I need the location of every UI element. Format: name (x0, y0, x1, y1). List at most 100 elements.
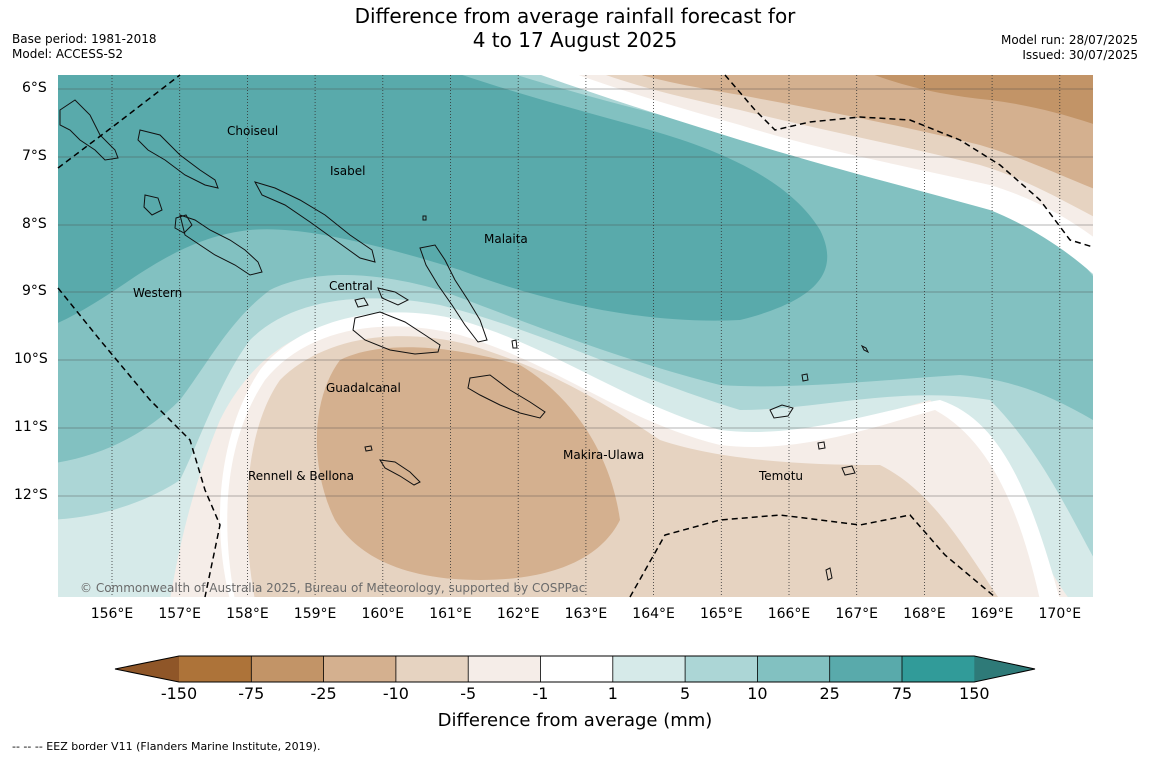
colorbar-swatch (468, 656, 541, 682)
label-choiseul: Choiseul (227, 124, 278, 138)
lon-label: 167°E (835, 606, 878, 622)
label-malaita: Malaita (484, 232, 528, 246)
lon-label: 164°E (632, 606, 675, 622)
island-malaita (419, 244, 488, 343)
colorbar-swatch (829, 656, 903, 682)
colorbar-tick-label: -150 (160, 684, 198, 703)
colorbar-tick-label: 5 (680, 684, 691, 703)
model-run-date: Model run: 28/07/2025 (1000, 33, 1138, 47)
graticule (58, 75, 1093, 597)
island-rennell (379, 459, 421, 486)
contour-wet-75 (58, 75, 828, 323)
lat-label: 8°S (22, 216, 47, 232)
label-western: Western (133, 286, 182, 300)
island-tikopia (825, 567, 833, 581)
colorbar-tick-label: 25 (819, 684, 840, 703)
contour-dry-ne-75 (874, 75, 1093, 124)
colorbar-low-extend (115, 656, 179, 682)
lat-label: 12°S (14, 487, 48, 503)
island-isabel (253, 181, 376, 263)
lon-label: 168°E (903, 606, 946, 622)
lon-label: 166°E (767, 606, 811, 622)
island-reef-islands (801, 373, 809, 382)
island-vanikoro (841, 465, 856, 476)
anomaly-field (58, 75, 1093, 597)
label-rennell-bellona: Rennell & Bellona (248, 469, 354, 483)
contour-dry-ne-25 (641, 75, 1093, 189)
lat-label: 11°S (14, 419, 48, 435)
island-vella-lavella (143, 194, 163, 216)
lat-label: 7°S (22, 148, 47, 164)
colorbar-swatch (395, 656, 469, 682)
island-kolombangara (174, 214, 193, 234)
colorbar-tick-label: -5 (460, 684, 477, 703)
colorbar-outline (114, 655, 1036, 683)
issued-date: Issued: 30/07/2025 (1022, 48, 1138, 62)
lon-label: 159°E (293, 606, 337, 622)
island-ontong-small (422, 215, 427, 221)
island-choiseul (137, 129, 219, 189)
lon-label: 158°E (226, 606, 269, 622)
colorbar-swatch (540, 656, 614, 682)
lat-label: 10°S (14, 351, 48, 367)
island-utupua (817, 441, 826, 450)
colorbar-swatch (757, 656, 831, 682)
model-info: Base period: 1981-2018 Model: ACCESS-S2 (12, 32, 157, 62)
colorbar-high-extend (974, 656, 1035, 682)
copyright-text: © Commonwealth of Australia 2025, Bureau… (80, 581, 585, 595)
contour-dry-c-25 (316, 347, 620, 580)
lon-label: 156°E (90, 606, 134, 622)
colorbar-tick-label: 10 (747, 684, 768, 703)
island-makira (467, 374, 546, 419)
colorbar (114, 655, 1036, 683)
eez-legend-note: -- -- -- EEZ border V11 (Flanders Marine… (12, 740, 321, 753)
eez-border-west (57, 287, 221, 598)
colorbar-tick-label: -10 (382, 684, 409, 703)
run-info: Model run: 28/07/2025 Issued: 30/07/2025 (1001, 33, 1138, 63)
colorbar-tick-label: -75 (238, 684, 265, 703)
label-makira-ulawa: Makira-Ulawa (563, 448, 644, 462)
base-period: Base period: 1981-2018 (12, 32, 157, 46)
island-bougainville (59, 99, 119, 161)
island-guadalcanal (352, 311, 441, 355)
lon-label: 161°E (429, 606, 472, 622)
island-ulawa (511, 339, 518, 349)
lon-label: 157°E (158, 606, 201, 622)
label-central: Central (329, 279, 373, 293)
label-isabel: Isabel (330, 164, 365, 178)
eez-borders (57, 74, 1094, 598)
eez-border-png-north (57, 74, 181, 169)
colorbar-swatch (685, 656, 758, 682)
colorbar-swatch (179, 656, 252, 682)
island-russell (354, 297, 369, 308)
island-bellona (364, 445, 373, 452)
map-title-line1: Difference from average rainfall forecas… (354, 4, 796, 28)
island-new-georgia (179, 214, 263, 276)
lon-label: 163°E (564, 606, 608, 622)
region-labels: Choiseul Isabel Malaita Western Central … (133, 124, 803, 483)
island-outlines (59, 99, 870, 581)
lon-label: 165°E (700, 606, 743, 622)
lon-label: 170°E (1038, 606, 1082, 622)
colorbar-swatch (902, 656, 975, 682)
eez-border-northeast (724, 74, 1094, 248)
lon-label: 160°E (361, 606, 405, 622)
island-santa-cruz (769, 404, 794, 419)
colorbar-tick-label: -25 (310, 684, 337, 703)
label-guadalcanal: Guadalcanal (326, 381, 401, 395)
lat-label: 6°S (22, 80, 47, 96)
colorbar-tick-label: 75 (891, 684, 913, 703)
colorbar-tick-label: 1 (607, 684, 618, 703)
colorbar-tick-label: 150 (959, 684, 990, 703)
map-title-line2: 4 to 17 August 2025 (472, 28, 678, 52)
colorbar-swatch (251, 656, 325, 682)
lon-label: 162°E (496, 606, 540, 622)
colorbar-swatch (323, 656, 397, 682)
lon-label: 169°E (970, 606, 1014, 622)
model-name: Model: ACCESS-S2 (12, 47, 124, 61)
label-temotu: Temotu (758, 469, 803, 483)
colorbar-label: Difference from average (mm) (437, 710, 713, 731)
colorbar-swatch (612, 656, 686, 682)
island-florida (377, 287, 410, 306)
